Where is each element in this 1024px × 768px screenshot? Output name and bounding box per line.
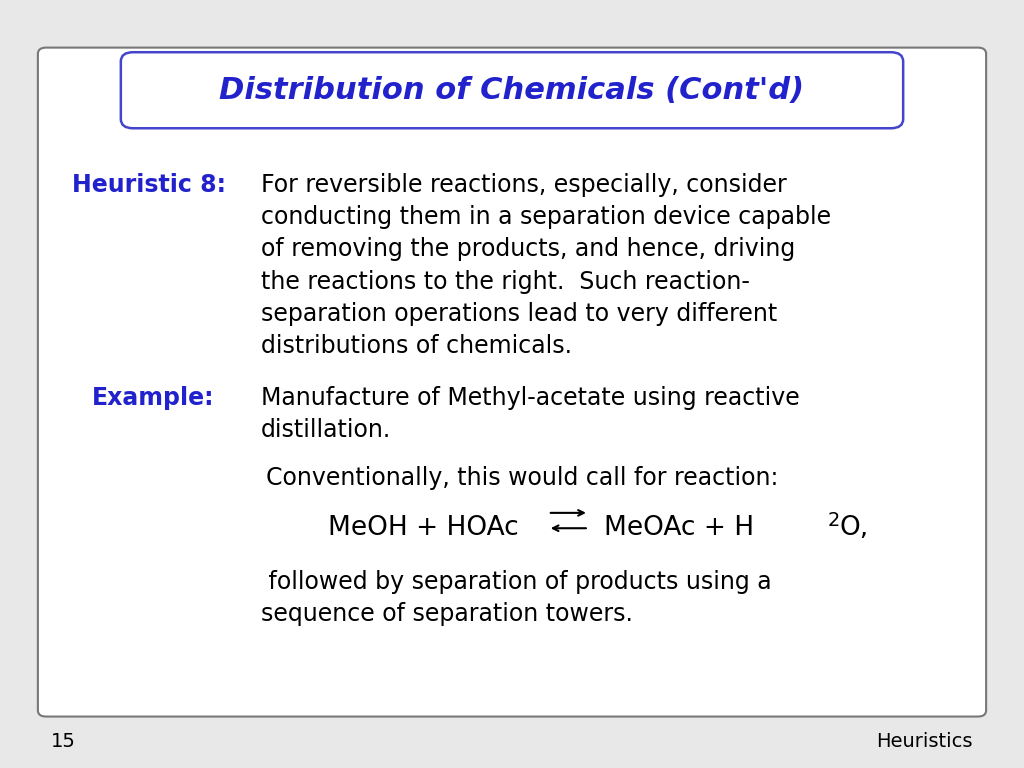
Text: O,: O, (840, 515, 869, 541)
Text: 15: 15 (51, 732, 76, 750)
Text: MeOH + HOAc: MeOH + HOAc (328, 515, 518, 541)
Text: Manufacture of Methyl-acetate using reactive: Manufacture of Methyl-acetate using reac… (261, 386, 800, 409)
Text: Heuristic 8:: Heuristic 8: (72, 173, 225, 197)
Text: For reversible reactions, especially, consider: For reversible reactions, especially, co… (261, 173, 786, 197)
Text: Example:: Example: (92, 386, 215, 409)
Text: Heuristics: Heuristics (877, 732, 973, 750)
Text: of removing the products, and hence, driving: of removing the products, and hence, dri… (261, 237, 796, 261)
Text: the reactions to the right.  Such reaction-: the reactions to the right. Such reactio… (261, 270, 750, 293)
Text: distillation.: distillation. (261, 418, 391, 442)
Text: separation operations lead to very different: separation operations lead to very diffe… (261, 302, 777, 326)
FancyBboxPatch shape (121, 52, 903, 128)
Text: Distribution of Chemicals (Cont'd): Distribution of Chemicals (Cont'd) (219, 76, 805, 104)
Text: conducting them in a separation device capable: conducting them in a separation device c… (261, 205, 831, 229)
Text: distributions of chemicals.: distributions of chemicals. (261, 334, 572, 358)
Text: 2: 2 (827, 511, 840, 530)
Text: followed by separation of products using a: followed by separation of products using… (261, 570, 772, 594)
Text: Conventionally, this would call for reaction:: Conventionally, this would call for reac… (266, 466, 778, 490)
FancyBboxPatch shape (38, 48, 986, 717)
Text: sequence of separation towers.: sequence of separation towers. (261, 602, 633, 626)
Text: MeOAc + H: MeOAc + H (604, 515, 755, 541)
